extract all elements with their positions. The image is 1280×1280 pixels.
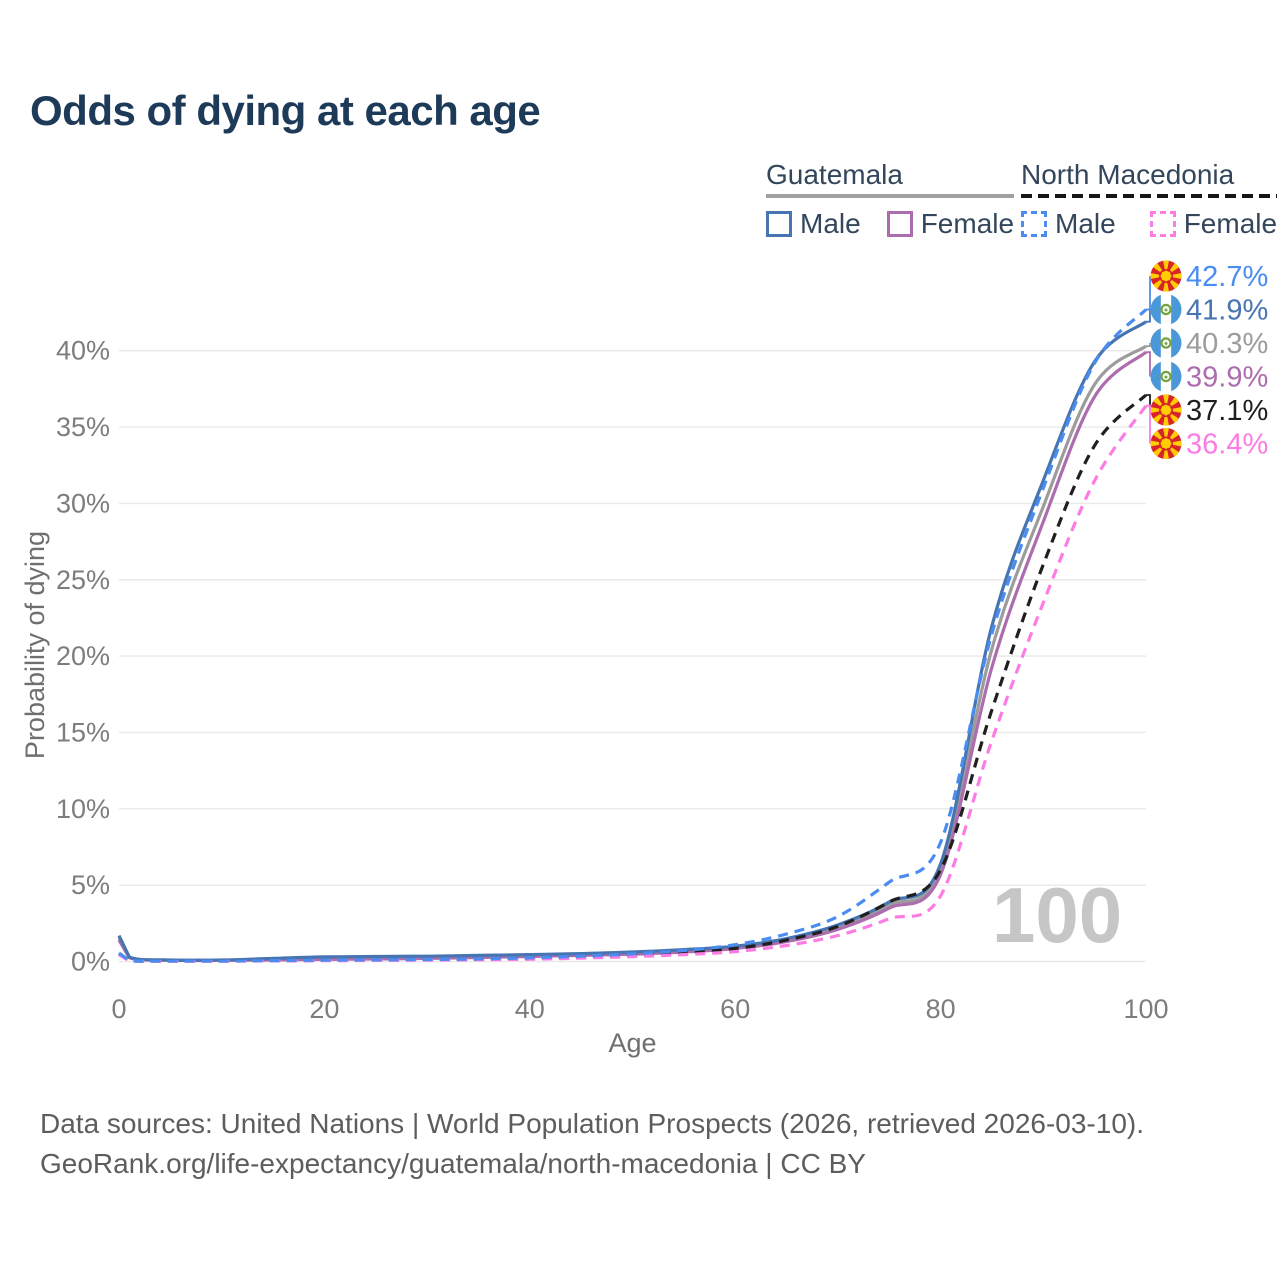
legend-country-north-macedonia: North Macedonia — [1021, 159, 1235, 190]
y-tick-label: 25% — [56, 565, 110, 595]
series-line-nm-both — [118, 393, 1148, 963]
north-macedonia-flag-icon — [1150, 428, 1182, 459]
series-line-nm-male — [118, 308, 1148, 963]
x-tick-label: 0 — [111, 994, 126, 1024]
legend-label-guatemala-female: Female — [920, 207, 1015, 239]
page-title: Odds of dying at each age — [30, 87, 541, 134]
legend-item-guatemala-female[interactable]: Female — [886, 207, 1015, 240]
end-value-label-nm-female: 36.4% — [1186, 429, 1268, 461]
y-tick-label: 40% — [56, 336, 110, 366]
end-value-label-gt-female: 39.9% — [1186, 362, 1268, 394]
legend-group-north-macedonia: North Macedonia Male Female — [1021, 159, 1278, 240]
legend-item-north-macedonia-male[interactable]: Male — [1021, 208, 1116, 240]
legend-item-north-macedonia-female[interactable]: Female — [1149, 207, 1278, 240]
guatemala-flag-icon — [1150, 361, 1182, 392]
guatemala-flag-icon — [1150, 294, 1182, 325]
series-line-gt-both — [117, 344, 1147, 962]
y-tick-label: 5% — [71, 870, 110, 900]
age-watermark: 100 — [992, 871, 1123, 959]
legend-linestyle-solid — [766, 193, 1015, 198]
x-tick-label: 100 — [1123, 994, 1168, 1024]
end-value-label-gt-male: 41.9% — [1186, 295, 1268, 327]
y-tick-label: 0% — [71, 947, 110, 977]
end-label-connector — [1146, 404, 1151, 444]
end-label-connector — [1146, 276, 1151, 311]
legend-group-guatemala: Guatemala Male Female — [766, 159, 1015, 240]
legend-swatch-north-macedonia-male-icon[interactable] — [1021, 210, 1047, 237]
legend-country-guatemala: Guatemala — [766, 159, 903, 190]
x-tick-label: 60 — [720, 994, 750, 1024]
end-label-connector — [1146, 309, 1151, 323]
x-axis-title: Age — [608, 1028, 656, 1058]
legend-swatch-north-macedonia-female-icon[interactable] — [1149, 210, 1176, 237]
legend-swatch-guatemala-male-icon[interactable] — [766, 210, 792, 237]
end-value-label-gt-both: 40.3% — [1186, 328, 1268, 360]
legend-linestyle-dashed — [1021, 193, 1278, 198]
x-tick-label: 80 — [926, 994, 956, 1024]
y-tick-label: 20% — [56, 641, 110, 671]
legend-label-north-macedonia-female: Female — [1183, 207, 1278, 239]
north-macedonia-flag-icon — [1150, 394, 1182, 426]
y-tick-label: 30% — [56, 488, 110, 518]
end-value-label-nm-male: 42.7% — [1186, 261, 1268, 293]
north-macedonia-flag-icon — [1150, 260, 1182, 292]
series-line-nm-female — [118, 404, 1148, 963]
legend-label-guatemala-male: Male — [800, 207, 861, 239]
end-label-connector — [1146, 351, 1151, 377]
guatemala-flag-icon — [1150, 327, 1182, 359]
y-tick-label: 35% — [56, 412, 110, 442]
legend-swatch-guatemala-female-icon[interactable] — [886, 210, 913, 237]
data-sources-text: Data sources: United Nations | World Pop… — [40, 1108, 1145, 1139]
x-tick-label: 20 — [309, 994, 339, 1024]
y-axis-title: Probability of dying — [20, 531, 50, 759]
legend-item-guatemala-male[interactable]: Male — [766, 208, 861, 240]
y-tick-label: 15% — [56, 717, 110, 747]
series-line-gt-male — [117, 320, 1147, 962]
end-value-label-nm-both: 37.1% — [1186, 395, 1268, 427]
y-tick-label: 10% — [56, 794, 110, 824]
x-tick-label: 40 — [515, 994, 545, 1024]
end-label-connector — [1146, 343, 1151, 347]
attribution-url-text: GeoRank.org/life-expectancy/guatemala/no… — [40, 1148, 866, 1179]
legend-label-north-macedonia-male: Male — [1055, 207, 1116, 239]
